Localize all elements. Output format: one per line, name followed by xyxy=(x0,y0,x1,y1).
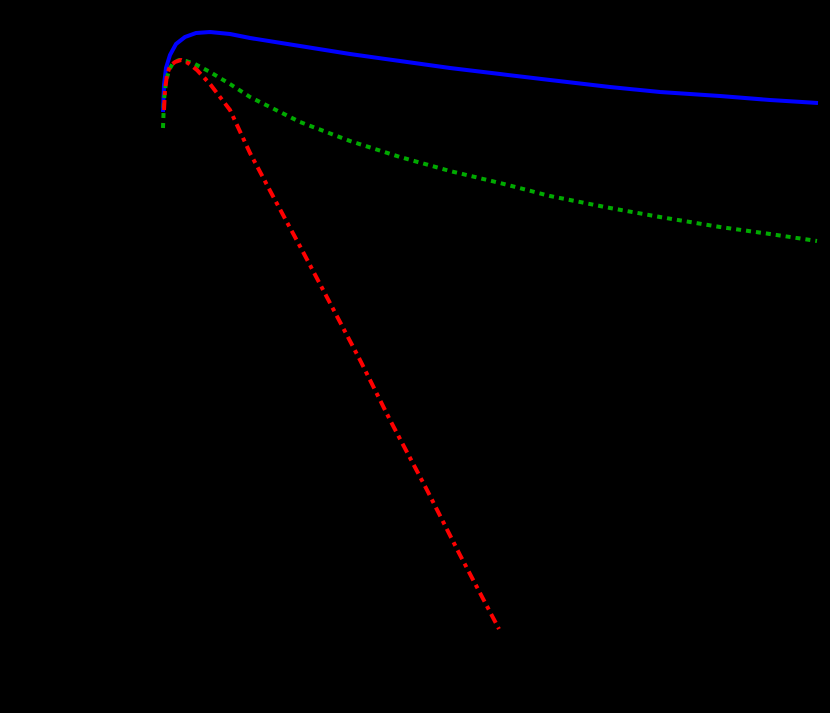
series-green-dotted xyxy=(161,58,818,243)
series-layer xyxy=(161,30,819,630)
series-blue-solid xyxy=(161,30,819,113)
series-red-dashdot xyxy=(162,58,501,630)
